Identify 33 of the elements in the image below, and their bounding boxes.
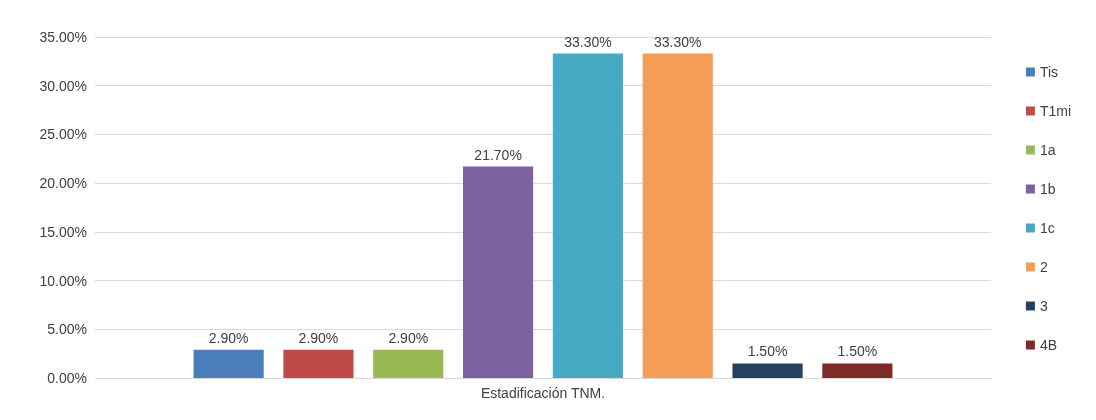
y-tick-label: 20.00% (39, 175, 87, 192)
data-label: 21.70% (474, 146, 522, 163)
bar (283, 349, 354, 378)
data-label: 2.90% (388, 329, 429, 346)
data-label: 33.30% (653, 33, 702, 50)
y-tick-label: 30.00% (39, 77, 87, 94)
legend-label: 2 (1039, 259, 1048, 275)
y-tick-label: 10.00% (39, 272, 87, 289)
data-label: 2.90% (208, 329, 249, 346)
data-label: 33.30% (564, 33, 612, 50)
y-tick-label: 15.00% (39, 223, 87, 240)
bar (193, 349, 264, 378)
legend-label: 1c (1039, 220, 1055, 236)
x-tick-label: Estadificación TNM. (480, 385, 606, 401)
legend-label: 4B (1039, 337, 1058, 353)
y-tick-label: 0.00% (47, 370, 87, 386)
bar (373, 349, 444, 378)
data-label: 2.90% (298, 329, 339, 346)
y-tick-label: 25.00% (39, 126, 87, 143)
bar (642, 53, 713, 378)
bar (552, 53, 623, 378)
bar (732, 363, 803, 378)
bar (463, 166, 534, 378)
legend-label: 1b (1039, 181, 1056, 197)
legend-label: 1a (1039, 142, 1056, 158)
legend-label: T1mi (1039, 103, 1072, 119)
data-label: 1.50% (747, 343, 788, 360)
y-tick-label: 35.00% (39, 29, 87, 45)
legend-label: Tis (1039, 64, 1059, 80)
data-label: 1.50% (837, 343, 878, 360)
y-tick-label: 5.00% (47, 321, 87, 338)
bar (822, 363, 893, 378)
legend-label: 3 (1039, 298, 1048, 314)
